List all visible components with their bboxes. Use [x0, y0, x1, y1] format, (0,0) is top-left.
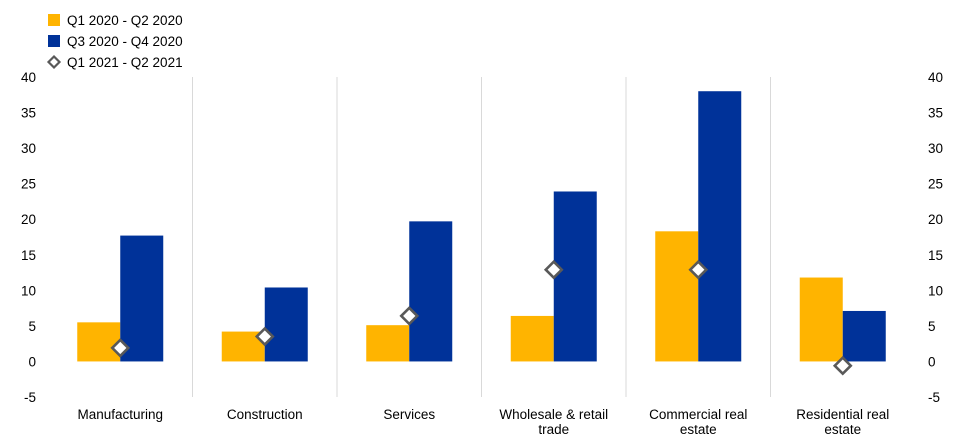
x-tick-label: Services	[383, 407, 435, 422]
y-tick-label-left: 40	[21, 70, 36, 85]
diamond-marker	[110, 338, 131, 358]
x-tick-label: estate	[824, 422, 861, 437]
y-tick-label-right: 20	[928, 212, 943, 227]
y-tick-label-right: 0	[928, 354, 936, 369]
bar-q1-2020-q2-2020	[655, 231, 699, 362]
legend-swatch	[48, 35, 60, 47]
y-tick-label-left: 5	[28, 319, 36, 334]
y-tick-label-left: 25	[21, 177, 36, 192]
legend-label: Q3 2020 - Q4 2020	[67, 34, 183, 49]
diamond-marker	[832, 355, 853, 376]
legend-label: Q1 2021 - Q2 2021	[67, 55, 183, 70]
x-tick-label: Commercial real	[649, 407, 747, 422]
y-tick-label-right: 40	[928, 70, 943, 85]
diamond-marker	[543, 259, 564, 280]
x-tick-label: Manufacturing	[77, 407, 163, 422]
y-tick-label-left: 15	[21, 248, 36, 263]
bar-q3-2020-q4-2020	[120, 235, 164, 362]
bar-q3-2020-q4-2020	[264, 287, 308, 362]
y-tick-label-right: 35	[928, 106, 943, 121]
bar-q3-2020-q4-2020	[698, 91, 742, 362]
x-tick-label: trade	[538, 422, 569, 437]
x-tick-label: Residential real	[796, 407, 889, 422]
y-axis-right: -5 0 5 10 15 20 25 30 35 40	[928, 70, 943, 405]
legend: Q1 2020 - Q2 2020 Q3 2020 - Q4 2020 Q1 202…	[46, 13, 183, 70]
y-tick-label-right: 10	[928, 283, 943, 298]
bar-q1-2020-q2-2020	[366, 325, 410, 362]
x-tick-label: Construction	[227, 407, 303, 422]
y-tick-label-left: 35	[21, 106, 36, 121]
bar-q1-2020-q2-2020	[77, 322, 121, 362]
diamond-marker	[254, 326, 275, 347]
category-separators	[192, 77, 771, 397]
bar-q1-2020-q2-2020	[799, 277, 843, 362]
legend-swatch	[48, 14, 60, 26]
y-tick-label-left: -5	[24, 390, 36, 405]
y-tick-label-left: 20	[21, 212, 36, 227]
y-axis-left: -5 0 5 10 15 20 25 30 35 40	[21, 70, 36, 405]
markers	[110, 259, 853, 376]
legend-diamond-icon	[46, 54, 62, 70]
diamond-marker	[399, 306, 420, 326]
y-tick-label-left: 30	[21, 141, 36, 156]
y-tick-label-right: 30	[928, 141, 943, 156]
y-tick-label-right: -5	[928, 390, 940, 405]
y-tick-label-right: 25	[928, 177, 943, 192]
diamond-marker	[688, 259, 709, 280]
legend-label: Q1 2020 - Q2 2020	[67, 13, 183, 28]
bar-q3-2020-q4-2020	[842, 310, 886, 362]
y-tick-label-left: 10	[21, 283, 36, 298]
y-tick-label-right: 5	[928, 319, 936, 334]
x-axis-labels: Manufacturing Construction Services Wholesa…	[77, 407, 889, 437]
x-tick-label: estate	[680, 422, 717, 437]
y-tick-label-left: 0	[28, 354, 36, 369]
bar-q3-2020-q4-2020	[409, 221, 453, 362]
x-tick-label: Wholesale & retail	[499, 407, 608, 422]
bar-q3-2020-q4-2020	[553, 191, 597, 362]
bar-q1-2020-q2-2020	[510, 315, 554, 362]
y-tick-label-right: 15	[928, 248, 943, 263]
bars	[77, 91, 886, 362]
